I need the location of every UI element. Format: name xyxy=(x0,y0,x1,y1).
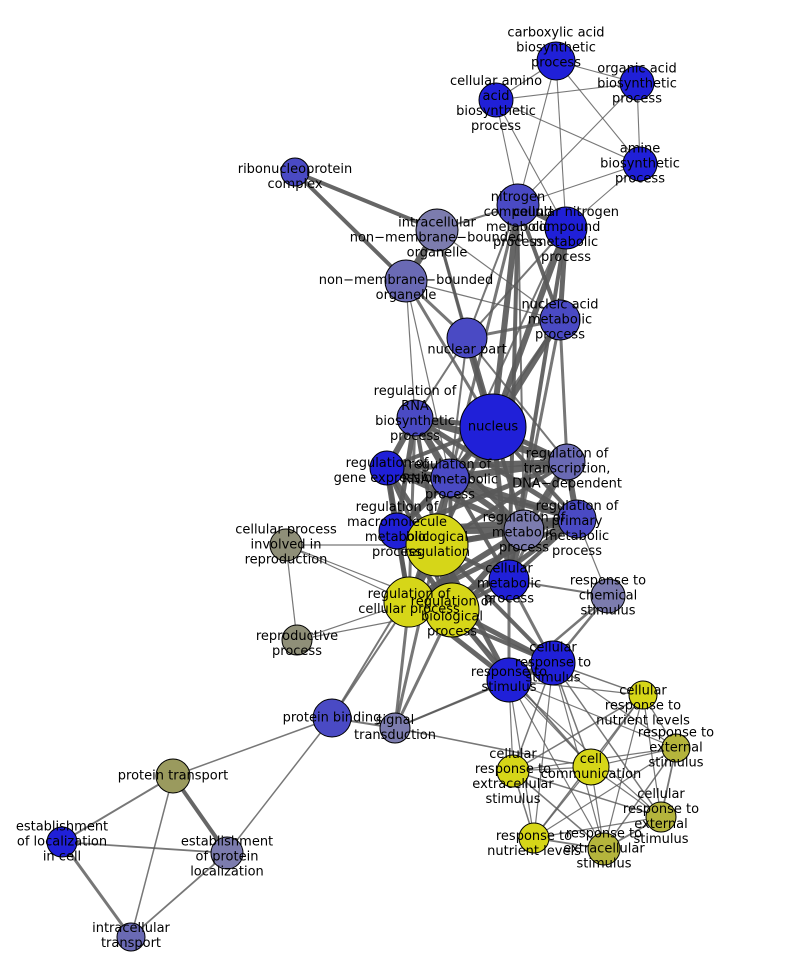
graph-node-cellular_nitrogen_compound_metabolic_process[interactable]: cellular nitrogen compound metabolic pro… xyxy=(544,206,588,250)
graph-edge xyxy=(294,170,438,232)
graph-edge xyxy=(533,816,662,839)
graph-edge xyxy=(466,204,519,339)
graph-node-cellular_amino_acid_biosynthetic_process[interactable]: cellular amino acid biosynthetic process xyxy=(478,82,514,118)
graph-edge xyxy=(436,229,561,321)
graph-edge xyxy=(603,747,677,850)
graph-edge xyxy=(130,852,228,938)
graph-node-signal_transduction[interactable]: signal transduction xyxy=(379,712,411,744)
graph-node-non_membrane_bounded_organelle[interactable]: non−membrane−bounded organelle xyxy=(384,259,428,303)
graph-edge xyxy=(642,694,662,818)
graph-edge xyxy=(558,319,569,463)
graph-node-protein_binding[interactable]: protein binding xyxy=(312,698,352,738)
graph-node-response_to_stimulus[interactable]: response to stimulus xyxy=(486,657,532,703)
graph-edge xyxy=(495,99,567,229)
graph-edge xyxy=(490,204,521,428)
graph-node-regulation_of_primary_metabolic_process[interactable]: regulation of primary metabolic process xyxy=(557,499,597,539)
graph-node-response_to_nutrient_levels[interactable]: response to nutrient levels xyxy=(518,822,550,854)
graph-edge xyxy=(386,459,568,471)
graph-node-nuclear_part[interactable]: nuclear part xyxy=(446,317,488,359)
graph-edge xyxy=(603,694,644,850)
graph-node-cellular_response_to_extracellular_stimulus[interactable]: cellular response to extracellular stimu… xyxy=(496,754,530,788)
graph-node-cellular_process_involved_in_reproduction[interactable]: cellular process involved in reproductio… xyxy=(269,528,303,562)
graph-edge xyxy=(495,99,641,165)
graph-edge xyxy=(555,60,641,165)
graph-edge xyxy=(552,662,677,749)
graph-edge xyxy=(495,82,638,101)
graph-edge xyxy=(466,227,567,339)
graph-node-amine_biosynthetic_process[interactable]: amine biosynthetic process xyxy=(622,146,658,182)
graph-edge xyxy=(466,337,568,463)
graph-node-cellular_metabolic_process[interactable]: cellular metabolic process xyxy=(488,559,530,601)
graph-node-regulation_of_gene_expression[interactable]: regulation of gene expression xyxy=(369,450,405,486)
graph-node-protein_transport[interactable]: protein transport xyxy=(155,758,191,794)
graph-edge xyxy=(512,694,644,772)
graph-edge xyxy=(517,204,525,531)
graph-edge xyxy=(512,770,662,818)
graph-node-response_to_chemical_stimulus[interactable]: response to chemical stimulus xyxy=(590,578,626,614)
graph-node-reproductive_process[interactable]: reproductive process xyxy=(281,624,313,656)
graph-edge xyxy=(394,727,592,768)
graph-node-biological_regulation[interactable]: biological regulation xyxy=(405,513,469,577)
graph-edge xyxy=(386,465,578,522)
graph-node-nucleus[interactable]: nucleus xyxy=(459,393,527,461)
graph-node-cellular_response_to_nutrient_levels[interactable]: cellular response to nutrient levels xyxy=(628,680,658,710)
graph-node-cell_communication[interactable]: cell communication xyxy=(572,748,610,786)
graph-node-intracellular_transport[interactable]: intracellular transport xyxy=(116,922,146,952)
graph-node-establishment_of_localization_in_cell[interactable]: establishment of localization in cell xyxy=(46,826,78,858)
graph-node-regulation_of_biological_process[interactable]: regulation of biological process xyxy=(424,582,480,638)
graph-node-regulation_of_rna_biosynthetic_process[interactable]: regulation of RNA biosynthetic process xyxy=(396,399,434,437)
graph-node-regulation_of_rna_metabolic_process[interactable]: regulation of RNA metabolic process xyxy=(430,458,470,498)
graph-edge xyxy=(293,170,408,283)
graph-edge xyxy=(517,82,638,206)
graph-edge xyxy=(405,280,561,321)
graph-edge xyxy=(533,662,554,839)
graph-edge xyxy=(61,775,174,843)
graph-node-response_to_external_stimulus[interactable]: response to external stimulus xyxy=(661,733,691,763)
graph-edge xyxy=(490,226,569,429)
graph-node-response_to_extracellular_stimulus[interactable]: response to extracellular stimulus xyxy=(587,832,621,866)
graph-edge xyxy=(331,544,438,719)
graph-node-intracellular_non_membrane_bounded_organelle[interactable]: intracellular non−membrane−bounded organ… xyxy=(415,208,459,252)
edge-layer xyxy=(60,60,677,938)
graph-edge xyxy=(130,775,174,938)
graph-node-nitrogen_compound_metabolic_process[interactable]: nitrogen compound metabolic process xyxy=(496,183,540,227)
node-layer[interactable]: carboxylic acid biosynthetic process orga… xyxy=(46,41,691,952)
graph-edge xyxy=(508,679,677,749)
graph-node-carboxylic_acid_biosynthetic_process[interactable]: carboxylic acid biosynthetic process xyxy=(536,41,576,81)
graph-edge xyxy=(533,747,677,839)
graph-edge xyxy=(512,770,605,850)
graph-node-cellular_response_to_external_stimulus[interactable]: cellular response to external stimulus xyxy=(645,801,677,833)
graph-edge xyxy=(552,662,662,818)
graph-node-establishment_of_protein_localization[interactable]: establishment of protein localization xyxy=(210,836,244,870)
graph-node-cellular_response_to_stimulus[interactable]: cellular response to stimulus xyxy=(530,640,576,686)
graph-edge xyxy=(385,465,526,533)
graph-edge xyxy=(226,717,333,854)
graph-edge xyxy=(60,841,133,938)
graph-edge xyxy=(61,841,228,854)
graph-edge xyxy=(555,60,567,229)
graph-node-organic_acid_biosynthetic_process[interactable]: organic acid biosynthetic process xyxy=(619,65,655,101)
graph-node-nucleic_acid_metabolic_process[interactable]: nucleic acid metabolic process xyxy=(539,299,581,341)
graph-edge xyxy=(405,280,416,419)
graph-node-regulation_of_metabolic_process[interactable]: regulation of metabolic process xyxy=(503,509,545,551)
graph-edge xyxy=(517,60,557,206)
graph-node-ribonucleoprotein_complex[interactable]: ribonucleoprotein complex xyxy=(280,157,310,187)
graph-node-regulation_of_transcription_dna_dependent[interactable]: regulation of transcription, DNA−depende… xyxy=(548,443,586,481)
graph-edge xyxy=(172,717,333,777)
